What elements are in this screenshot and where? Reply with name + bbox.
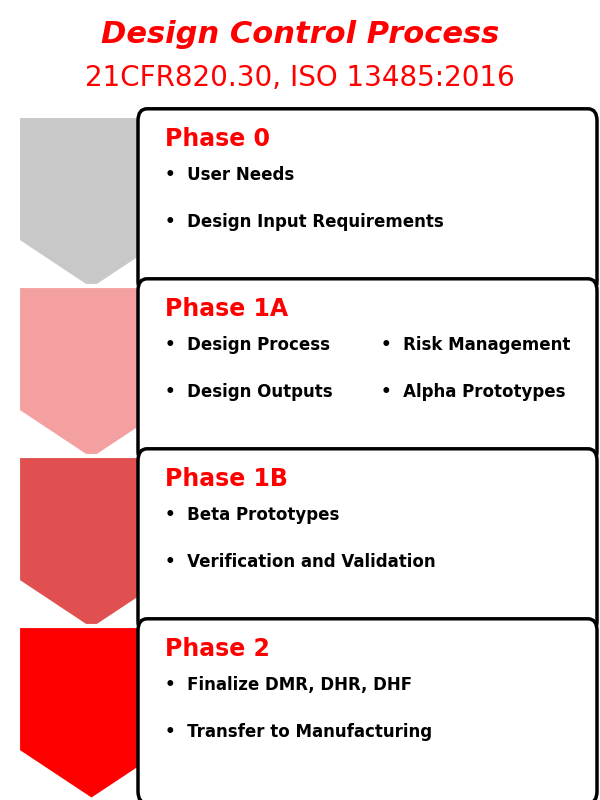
Polygon shape	[18, 626, 165, 800]
FancyBboxPatch shape	[138, 279, 597, 463]
Text: Phase 1B: Phase 1B	[165, 467, 288, 491]
Text: •  Transfer to Manufacturing: • Transfer to Manufacturing	[165, 723, 432, 741]
Polygon shape	[18, 116, 165, 290]
Text: •  Design Process: • Design Process	[165, 336, 330, 354]
Text: •  Beta Prototypes: • Beta Prototypes	[165, 506, 340, 524]
FancyBboxPatch shape	[138, 619, 597, 800]
Polygon shape	[18, 286, 165, 460]
Text: Phase 2: Phase 2	[165, 637, 270, 661]
Text: •  Design Outputs: • Design Outputs	[165, 383, 332, 402]
Text: •  Risk Management: • Risk Management	[381, 336, 571, 354]
Text: •  User Needs: • User Needs	[165, 166, 294, 184]
Text: •  Verification and Validation: • Verification and Validation	[165, 554, 436, 571]
FancyBboxPatch shape	[138, 109, 597, 294]
Text: Design Control Process: Design Control Process	[101, 20, 499, 49]
Text: 21CFR820.30, ISO 13485:2016: 21CFR820.30, ISO 13485:2016	[85, 64, 515, 92]
Text: •  Finalize DMR, DHR, DHF: • Finalize DMR, DHR, DHF	[165, 675, 412, 694]
Text: •  Design Input Requirements: • Design Input Requirements	[165, 214, 444, 231]
Polygon shape	[18, 456, 165, 630]
Text: Phase 0: Phase 0	[165, 127, 270, 151]
Text: Phase 1A: Phase 1A	[165, 298, 288, 322]
Text: •  Alpha Prototypes: • Alpha Prototypes	[381, 383, 566, 402]
FancyBboxPatch shape	[138, 449, 597, 634]
